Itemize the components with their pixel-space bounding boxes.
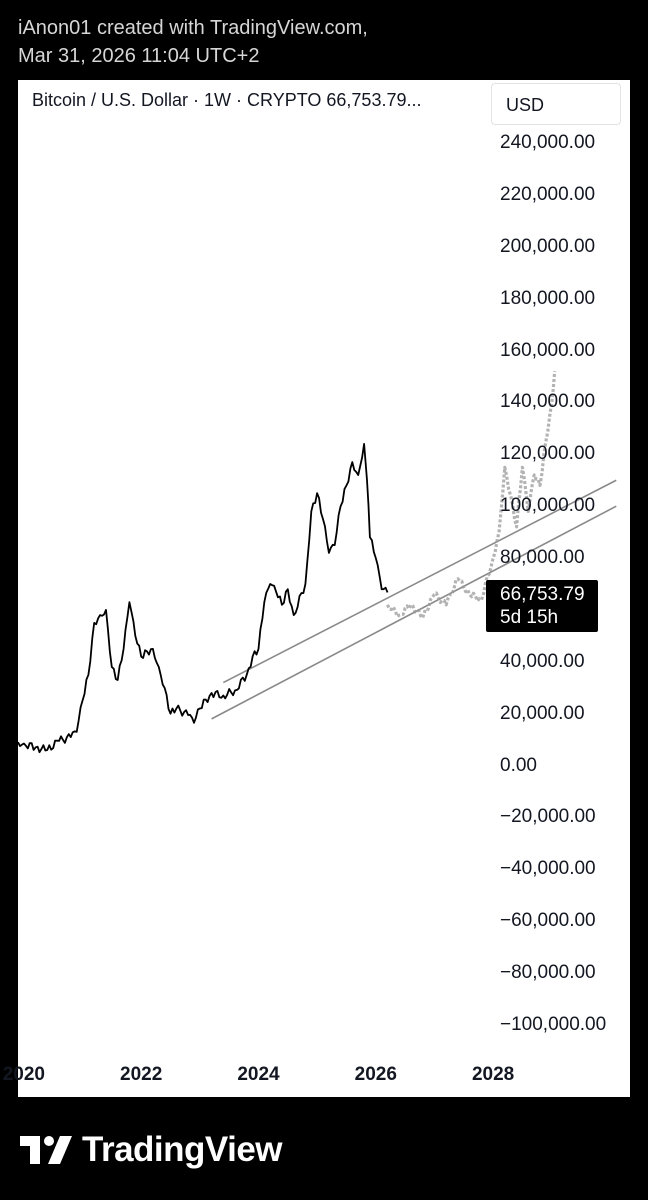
- symbol-legend[interactable]: Bitcoin / U.S. Dollar · 1W · CRYPTO 66,7…: [32, 90, 422, 110]
- y-tick-label: 20,000.00: [500, 702, 585, 724]
- x-tick-label: 2022: [120, 1064, 163, 1085]
- chart-panel[interactable]: Bitcoin / U.S. Dollar · 1W · CRYPTO 66,7…: [3, 80, 630, 1097]
- tradingview-logo-icon: [20, 1136, 72, 1164]
- price-series-line[interactable]: [18, 443, 389, 754]
- author-line: iAnon01 created with TradingView.com,: [18, 17, 368, 39]
- y-tick-label: 40,000.00: [500, 650, 585, 672]
- y-tick-label: −100,000.00: [500, 1014, 607, 1035]
- brand-name: TradingView: [82, 1130, 283, 1169]
- projection-series-line[interactable]: [386, 371, 557, 620]
- y-tick-label: 120,000.00: [500, 443, 596, 465]
- watermark-header: iAnon01 created with TradingView.com, Ma…: [18, 14, 368, 70]
- y-tick-label: 100,000.00: [500, 495, 596, 517]
- y-tick-label: −80,000.00: [500, 962, 596, 984]
- y-tick-label: −60,000.00: [500, 910, 596, 932]
- last-price-value: 66,753.79: [500, 584, 585, 605]
- currency-button[interactable]: USD: [491, 83, 621, 125]
- bar-countdown: 5d 15h: [500, 607, 559, 628]
- channel-line-upper[interactable]: [222, 479, 617, 684]
- x-tick-label: 2028: [471, 1064, 515, 1085]
- y-tick-label: 80,000.00: [500, 547, 585, 569]
- y-tick-label: 220,000.00: [500, 183, 596, 205]
- footer-brand: TradingView: [20, 1128, 283, 1172]
- y-tick-label: 160,000.00: [500, 339, 596, 361]
- y-tick-label: 200,000.00: [500, 235, 596, 257]
- x-tick-label: 2026: [354, 1064, 397, 1085]
- y-tick-label: 240,000.00: [500, 132, 596, 153]
- y-tick-label: 0.00: [500, 754, 537, 776]
- timestamp-line: Mar 31, 2026 11:04 UTC+2: [18, 45, 260, 67]
- y-tick-label: 140,000.00: [500, 391, 596, 413]
- x-tick-label: 2024: [237, 1064, 280, 1085]
- x-tick-label: 2020: [2, 1064, 45, 1085]
- price-chart[interactable]: [18, 80, 630, 1097]
- y-tick-label: −20,000.00: [500, 806, 596, 828]
- y-tick-label: −40,000.00: [500, 858, 596, 880]
- y-tick-label: 180,000.00: [500, 287, 596, 309]
- last-price-tag: 66,753.79 5d 15h: [486, 580, 598, 632]
